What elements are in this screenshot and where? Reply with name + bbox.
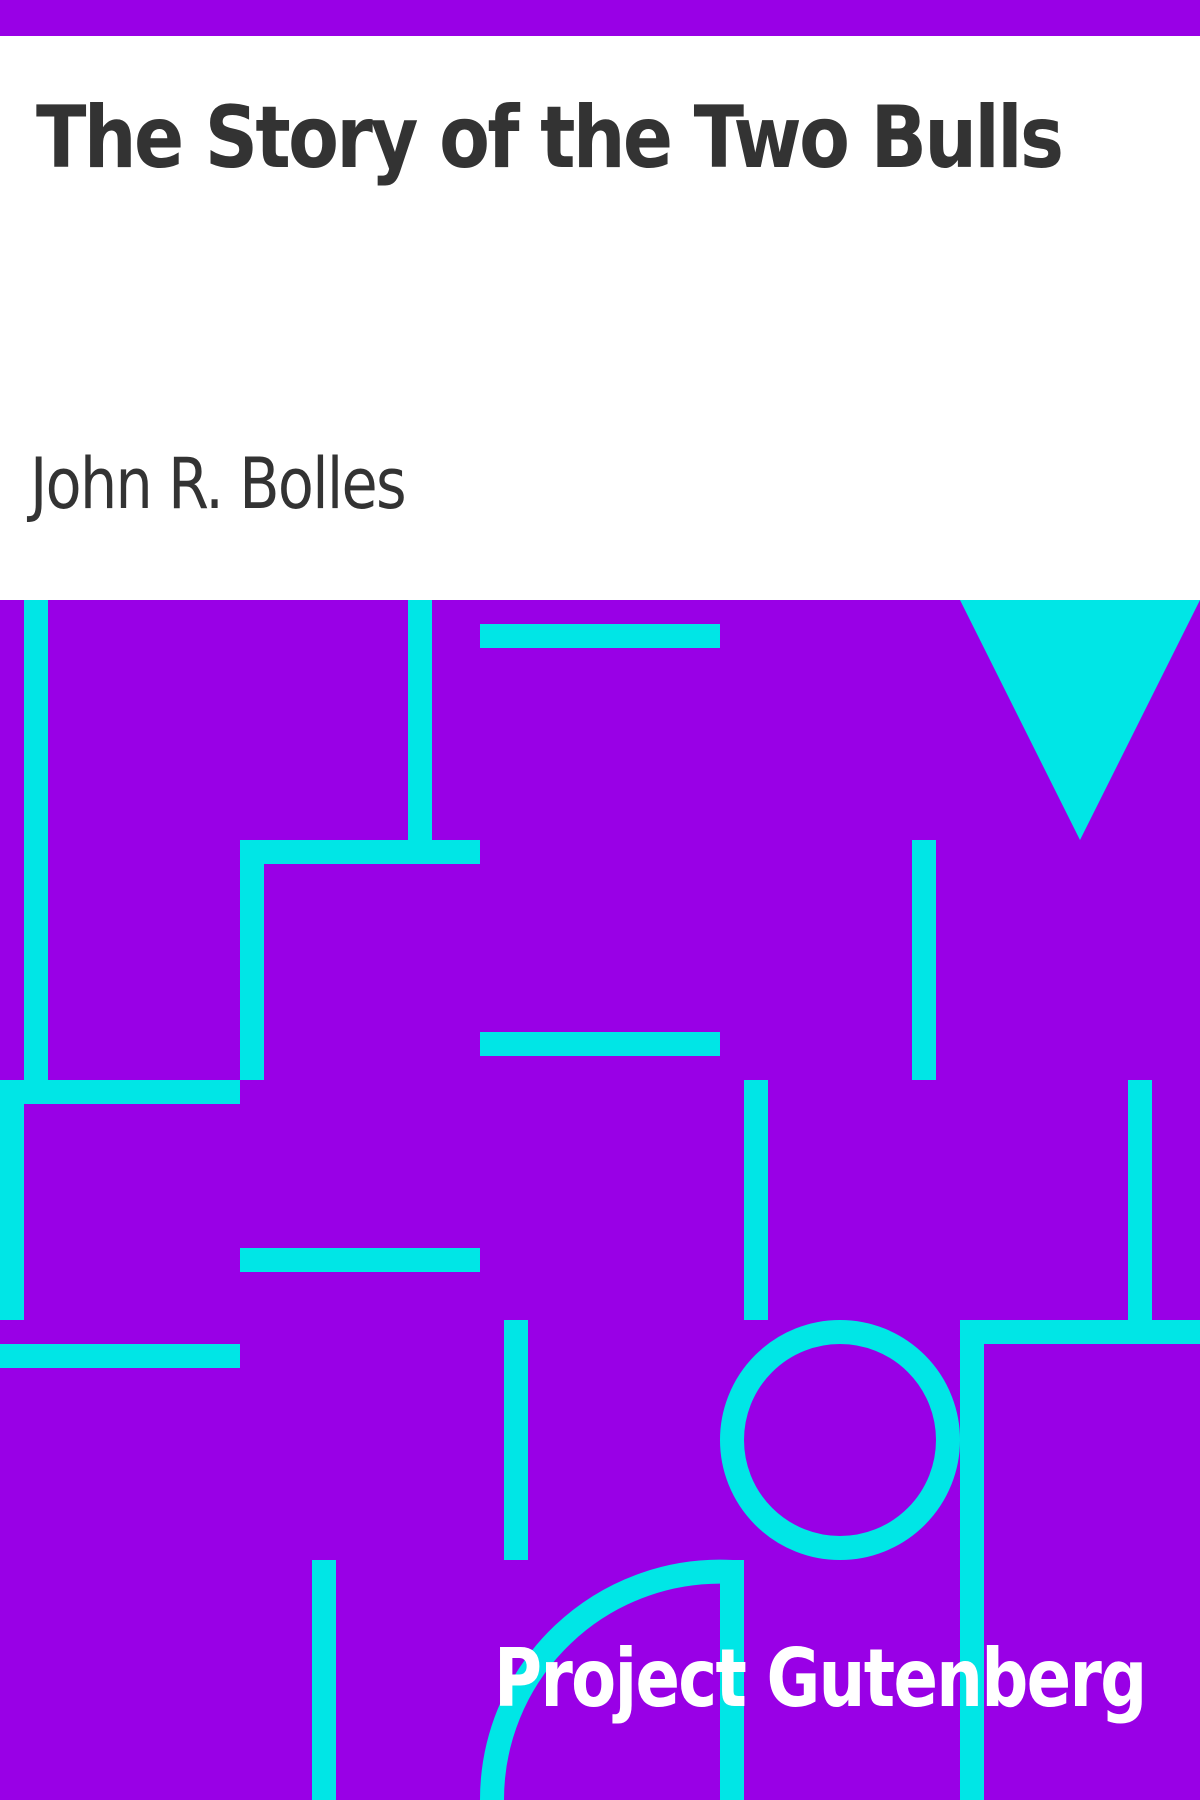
cover-header — [0, 36, 1200, 600]
pattern-bar — [408, 600, 432, 840]
pattern-bar — [312, 1560, 336, 1800]
pattern-ring — [720, 1320, 960, 1560]
pattern-bar — [0, 1080, 24, 1320]
pattern-triangle — [960, 600, 1200, 840]
pattern-bar — [960, 1320, 984, 1800]
publisher-name: Project Gutenberg — [494, 1632, 1147, 1725]
pattern-bar — [240, 1248, 480, 1272]
pattern-bar — [504, 1320, 528, 1560]
pattern-bar — [24, 600, 48, 1080]
pattern-bar — [240, 840, 264, 1080]
pattern-bar — [240, 840, 480, 864]
pattern-bar — [744, 1080, 768, 1320]
pattern-bar — [1128, 1080, 1152, 1320]
book-title: The Story of the Two Bulls — [36, 88, 1064, 188]
pattern-bar — [480, 624, 720, 648]
pattern-bar — [960, 1320, 1200, 1344]
pattern-bar — [912, 840, 936, 1080]
top-color-band — [0, 0, 1200, 36]
book-author: John R. Bolles — [30, 443, 407, 525]
pattern-bar — [0, 1344, 240, 1368]
pattern-arc — [479, 1559, 744, 1800]
pattern-bar — [480, 1032, 720, 1056]
pattern-bar — [0, 1080, 240, 1104]
cover-pattern — [0, 600, 1200, 1800]
